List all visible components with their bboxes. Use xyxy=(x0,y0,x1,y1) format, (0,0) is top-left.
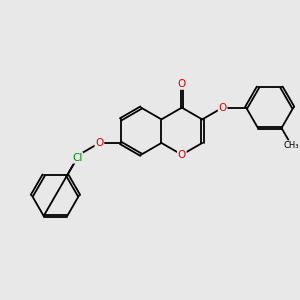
Text: CH₃: CH₃ xyxy=(284,141,299,150)
Text: O: O xyxy=(178,150,186,160)
Text: O: O xyxy=(95,138,104,148)
Text: Cl: Cl xyxy=(72,153,83,163)
Text: O: O xyxy=(218,103,227,112)
Text: O: O xyxy=(178,79,186,89)
